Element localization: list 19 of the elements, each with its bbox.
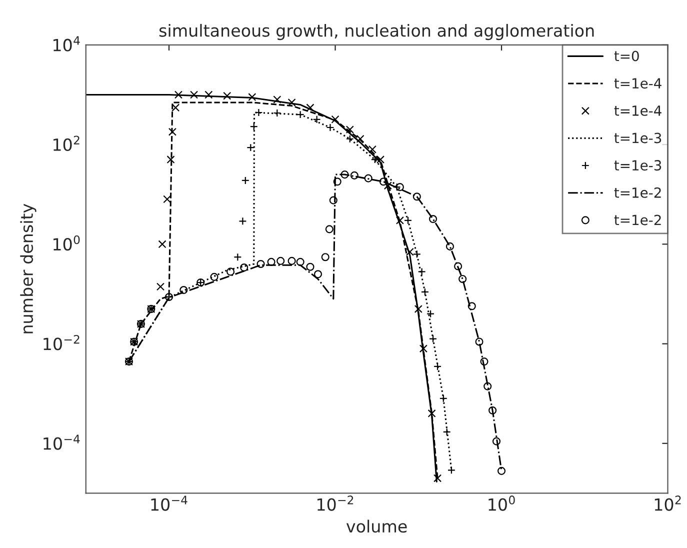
legend-label: t=1e-2 (614, 214, 661, 226)
legend-label: t=1e-4 (614, 106, 662, 116)
x-tick-label: 10$^{2}$ (654, 496, 681, 511)
legend-label: t=0 (614, 50, 639, 62)
legend-label: t=1e-3 (614, 132, 662, 144)
y-tick-label: 10$^{4}$ (54, 36, 80, 52)
y-tick-label: 10$^{2}$ (54, 136, 80, 151)
legend-label: t=1e-2 (614, 187, 661, 198)
chart-title: simultaneous growth, nucleation and agglomeration (159, 24, 594, 40)
x-tick-label: 10$^{0}$ (488, 496, 515, 511)
y-tick-label: 10$^{−2}$ (44, 334, 80, 350)
x-tick-label: 10$^{−4}$ (151, 496, 188, 511)
x-axis-title: volume (346, 520, 407, 533)
legend-label: t=1e-3 (614, 160, 662, 171)
y-tick-label: 10$^{0}$ (54, 235, 80, 251)
x-tick-label: 10$^{−2}$ (318, 496, 354, 511)
y-axis-title: number density (20, 204, 36, 334)
legend-label: t=1e-4 (614, 78, 662, 89)
y-tick-label: 10$^{−4}$ (44, 434, 80, 450)
